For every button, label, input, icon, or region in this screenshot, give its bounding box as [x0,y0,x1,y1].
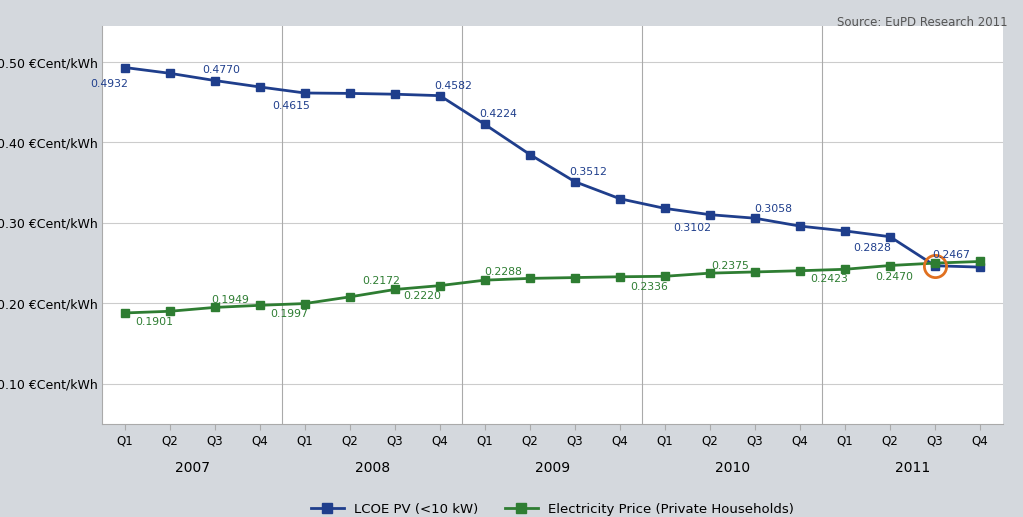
Text: 0.2336: 0.2336 [630,282,668,292]
Text: 2011: 2011 [895,461,930,475]
Text: Source: EuPD Research 2011: Source: EuPD Research 2011 [837,16,1008,28]
Text: 0.1901: 0.1901 [135,317,173,327]
Text: 0.2172: 0.2172 [362,277,400,286]
Text: 0.2220: 0.2220 [403,291,441,301]
Text: 0.1997: 0.1997 [270,309,308,319]
Text: 0.2467: 0.2467 [932,250,970,260]
Text: 0.4224: 0.4224 [480,109,518,119]
Legend: LCOE PV (<10 kW), Electricity Price (Private Households): LCOE PV (<10 kW), Electricity Price (Pri… [305,497,800,517]
Text: 0.3102: 0.3102 [673,222,711,233]
Text: 2008: 2008 [355,461,390,475]
Text: 0.2470: 0.2470 [876,272,914,282]
Text: 0.4582: 0.4582 [435,81,473,91]
Text: 0.1949: 0.1949 [212,295,250,305]
Text: 0.3058: 0.3058 [754,204,792,214]
Text: 2010: 2010 [715,461,750,475]
Text: 2007: 2007 [175,461,210,475]
Text: 0.2288: 0.2288 [484,267,522,277]
Text: 0.4932: 0.4932 [90,79,128,88]
Text: 0.3512: 0.3512 [570,167,608,177]
Text: 0.4615: 0.4615 [272,101,310,111]
Text: 0.2423: 0.2423 [810,274,848,284]
Text: 2009: 2009 [535,461,570,475]
Text: 0.4770: 0.4770 [203,65,240,75]
Text: 0.2828: 0.2828 [853,243,891,253]
Text: 0.2375: 0.2375 [711,261,749,271]
